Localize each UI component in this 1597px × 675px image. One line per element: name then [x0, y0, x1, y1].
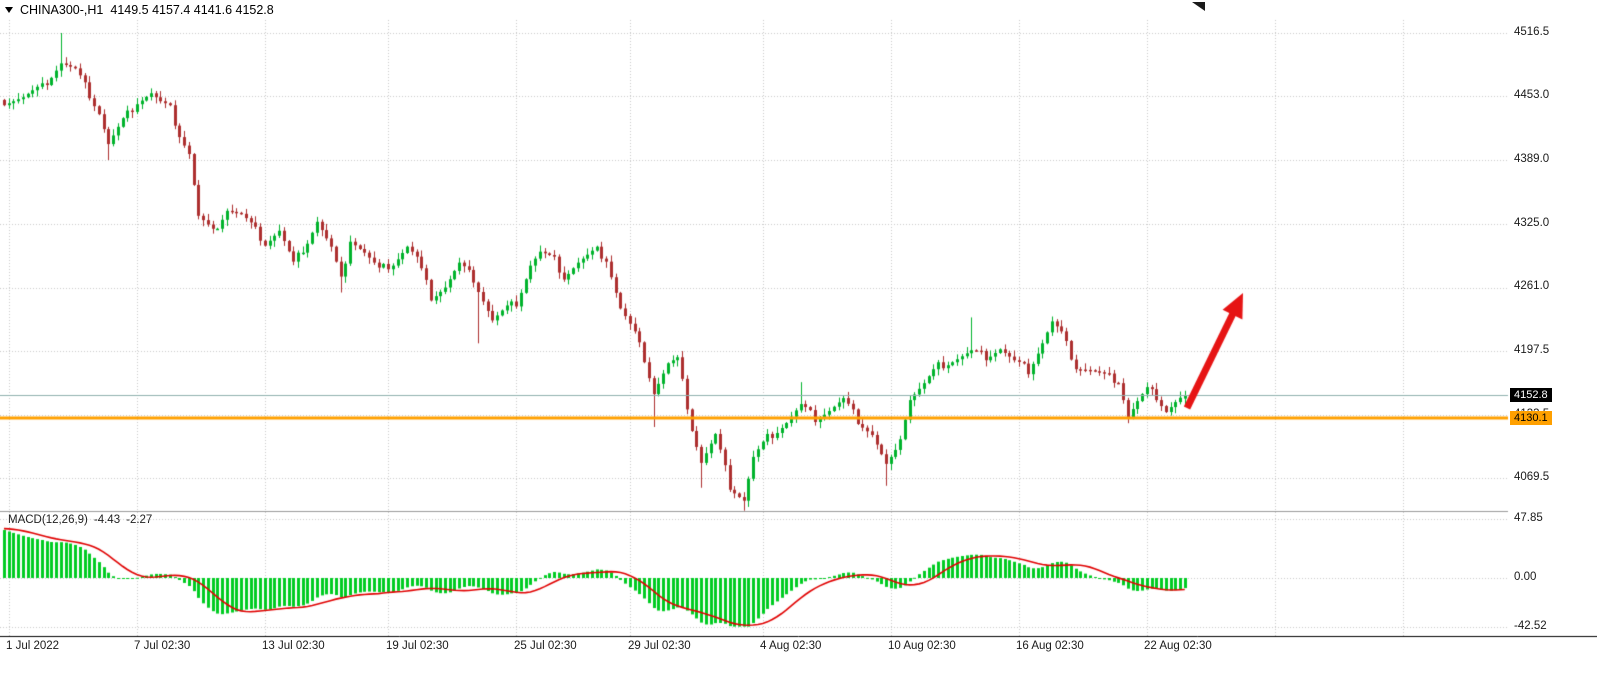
time-tick: 25 Jul 02:30 — [514, 640, 577, 652]
symbol-collapse-icon[interactable] — [5, 7, 13, 13]
price-tick: 4069.5 — [1514, 471, 1550, 483]
time-tick: 19 Jul 02:30 — [386, 640, 449, 652]
time-tick: 13 Jul 02:30 — [262, 640, 325, 652]
macd-indicator-label: MACD(12,26,9) -4.43 -2.27 — [8, 514, 152, 526]
time-tick: 4 Aug 02:30 — [760, 640, 822, 652]
time-tick: 22 Aug 02:30 — [1144, 640, 1212, 652]
macd-name: MACD(12,26,9) — [8, 514, 88, 526]
price-tick: 4453.0 — [1514, 89, 1550, 101]
macd-value-main: -4.43 — [93, 514, 121, 526]
time-tick: 1 Jul 2022 — [6, 640, 60, 652]
time-axis[interactable]: 1 Jul 2022 7 Jul 02:30 13 Jul 02:30 19 J… — [0, 637, 1597, 659]
scroll-to-end-marker — [1192, 2, 1205, 11]
macd-tick: 47.85 — [1514, 512, 1543, 524]
ohlc-readout: 4149.5 4157.4 4141.6 4152.8 — [110, 3, 274, 17]
macd-tick: 0.00 — [1514, 571, 1537, 583]
time-tick: 29 Jul 02:30 — [628, 640, 691, 652]
time-tick: 7 Jul 02:30 — [134, 640, 191, 652]
price-tick: 4325.0 — [1514, 217, 1550, 229]
time-tick: 10 Aug 02:30 — [888, 640, 956, 652]
price-tick: 4197.5 — [1514, 344, 1550, 356]
price-tick: 4516.5 — [1514, 26, 1550, 38]
price-tick: 4261.0 — [1514, 280, 1550, 292]
macd-tick: -42.52 — [1514, 620, 1547, 632]
chart-header: CHINA300-,H1 4149.5 4157.4 4141.6 4152.8 — [5, 3, 274, 17]
time-tick: 16 Aug 02:30 — [1016, 640, 1084, 652]
current-price-badge: 4152.8 — [1510, 388, 1552, 402]
price-axis[interactable]: 4516.5 4453.0 4389.0 4325.0 4261.0 4197.… — [1509, 0, 1597, 636]
price-tick: 4389.0 — [1514, 153, 1550, 165]
orange-level-badge: 4130.1 — [1510, 411, 1552, 425]
symbol-title: CHINA300-,H1 — [20, 3, 104, 17]
macd-value-signal: -2.27 — [126, 514, 153, 526]
